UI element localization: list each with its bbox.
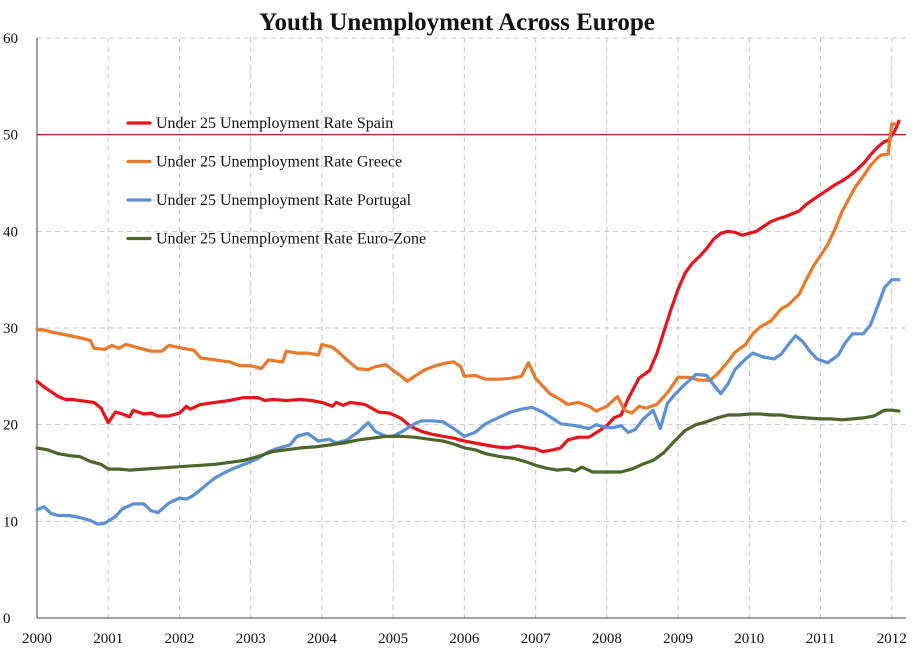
x-tick-label: 2001: [93, 631, 123, 647]
axes: 0 10 20 30 40 50 60 2000 2001 2002 2003 2004 2005 200…: [3, 31, 907, 647]
y-tick-label: 50: [3, 128, 18, 144]
series-line-0: [35, 119, 901, 454]
y-tick-label: 10: [3, 514, 18, 530]
chart-title: Youth Unemployment Across Europe: [259, 9, 655, 36]
x-tick-label: 2004: [307, 631, 338, 647]
y-tick-label: 20: [3, 418, 18, 434]
x-tick-label: 2002: [164, 631, 194, 647]
legend-label: Under 25 Unemployment Rate Greece: [156, 154, 402, 171]
x-tick-label: 2005: [378, 631, 408, 647]
x-tick-label: 2000: [22, 631, 52, 647]
x-tick-label: 2012: [877, 631, 907, 647]
legend-label: Under 25 Unemployment Rate Spain: [156, 115, 393, 132]
y-tick-label: 60: [3, 31, 18, 47]
series-line-2: [35, 278, 901, 526]
legend: Under 25 Unemployment Rate Spain Under 25…: [126, 115, 426, 248]
y-tick-label: 30: [3, 321, 18, 337]
y-tick-label: 40: [3, 224, 18, 240]
series-line-3: [35, 408, 901, 474]
x-tick-label: 2009: [663, 631, 693, 647]
legend-label: Under 25 Unemployment Rate Portugal: [156, 192, 412, 209]
x-tick-label: 2006: [449, 631, 480, 647]
x-tick-label: 2003: [236, 631, 266, 647]
y-tick-label: 0: [3, 611, 11, 627]
series-line-1: [35, 122, 897, 415]
x-tick-label: 2011: [806, 631, 835, 647]
x-tick-label: 2007: [521, 631, 552, 647]
x-tick-label: 2008: [592, 631, 622, 647]
series-group: [35, 119, 901, 526]
x-tick-label: 2010: [734, 631, 764, 647]
legend-label: Under 25 Unemployment Rate Euro-Zone: [156, 231, 426, 248]
